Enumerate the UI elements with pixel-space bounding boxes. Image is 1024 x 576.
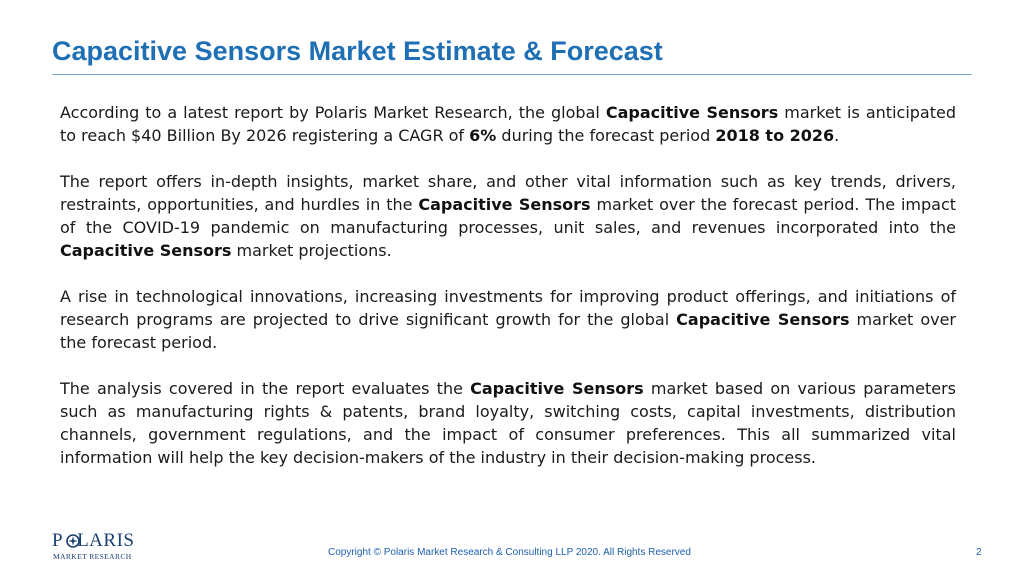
p2-text-3: market projections. [231, 241, 392, 260]
compass-star-icon [66, 534, 80, 548]
p2-keyword-2: Capacitive Sensors [60, 241, 232, 260]
logo-tagline: MARKET RESEARCH [53, 552, 132, 561]
p3-text-2: market over the forecast period. [60, 310, 956, 352]
p2-text-1: The report offers in-depth insights, mar… [60, 172, 956, 214]
slide-body: According to a latest report by Polaris … [60, 101, 956, 492]
paragraph-market-size: According to a latest report by Polaris … [60, 101, 956, 147]
p2-keyword-1: Capacitive Sensors [418, 195, 591, 214]
paragraph-report-insights: The report offers in-depth insights, mar… [60, 170, 956, 262]
paragraph-analysis: The analysis covered in the report evalu… [60, 377, 956, 469]
polaris-logo: P LARIS MARKET RESEARCH [52, 531, 134, 563]
p1-text-2: market is anticipated to reach $40 Billi… [60, 103, 956, 145]
p2-text-2: market over the forecast period. The imp… [60, 195, 957, 237]
logo-letters: LARIS [77, 530, 135, 551]
p3-keyword: Capacitive Sensors [676, 310, 850, 329]
logo-wordmark: P LARIS [52, 531, 134, 551]
p4-text-2: market based on various parameters such … [60, 379, 957, 467]
p1-keyword-capacitive-sensors: Capacitive Sensors [605, 103, 779, 122]
title-divider [52, 74, 972, 75]
p1-text-1: According to a latest report by Polaris … [60, 103, 606, 122]
p1-text-4: . [834, 126, 840, 145]
p1-text-3: during the forecast period [496, 126, 716, 145]
p4-keyword: Capacitive Sensors [470, 379, 644, 398]
paragraph-growth-drivers: A rise in technological innovations, inc… [60, 285, 956, 354]
page-number: 2 [976, 547, 982, 558]
logo-letter-p: P [52, 530, 64, 551]
p1-forecast-period: 2018 to 2026 [715, 126, 835, 145]
slide-title: Capacitive Sensors Market Estimate & For… [52, 36, 663, 66]
p1-cagr-value: 6% [469, 126, 497, 145]
p4-text-1: The analysis covered in the report evalu… [60, 379, 471, 398]
p3-text-1: A rise in technological innovations, inc… [60, 287, 956, 329]
copyright-footer: Copyright © Polaris Market Research & Co… [328, 547, 691, 558]
